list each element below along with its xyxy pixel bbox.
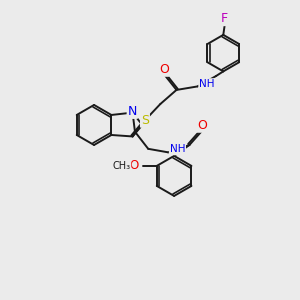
Text: O: O bbox=[159, 63, 169, 76]
Text: S: S bbox=[141, 114, 149, 127]
Text: N: N bbox=[128, 105, 137, 118]
Text: NH: NH bbox=[199, 79, 214, 89]
Text: O: O bbox=[197, 119, 207, 132]
Text: F: F bbox=[221, 12, 228, 25]
Text: O: O bbox=[130, 159, 139, 172]
Text: NH: NH bbox=[170, 144, 185, 154]
Text: CH₃: CH₃ bbox=[112, 161, 130, 172]
